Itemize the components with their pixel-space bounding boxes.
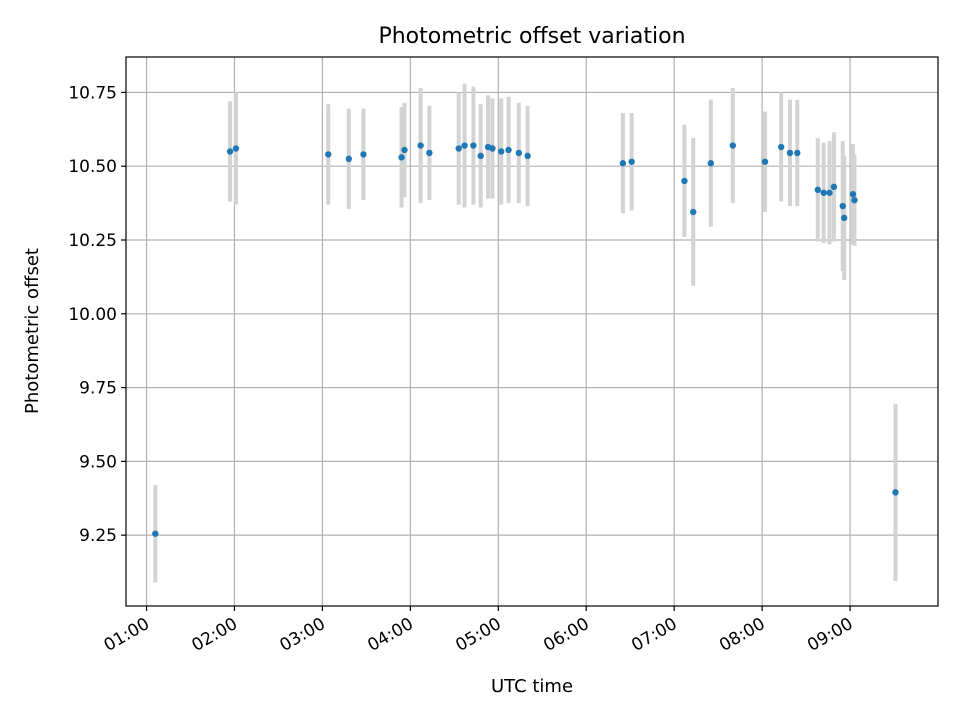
data-point: [498, 148, 505, 155]
data-point: [786, 149, 794, 157]
data-point: [477, 152, 484, 160]
y-tick-label: 10.75: [68, 83, 117, 103]
y-tick-label: 9.25: [79, 526, 117, 546]
data-point: [505, 146, 512, 154]
data-point: [489, 145, 496, 152]
data-point: [849, 191, 857, 198]
data-point: [777, 143, 785, 151]
data-point: [470, 142, 477, 149]
data-point: [840, 214, 848, 222]
data-point: [826, 189, 833, 196]
data-point: [690, 208, 697, 216]
data-point: [226, 148, 234, 155]
data-point: [325, 151, 332, 158]
data-point: [619, 160, 627, 167]
data-point: [398, 154, 405, 161]
data-point: [851, 196, 858, 204]
data-point: [729, 142, 737, 149]
point-layer: [152, 142, 899, 537]
data-point: [524, 152, 531, 160]
data-point: [820, 189, 827, 196]
data-point: [839, 202, 846, 210]
data-point: [345, 155, 352, 163]
grid-layer: [126, 57, 938, 606]
data-point: [515, 149, 523, 157]
data-point: [794, 149, 801, 157]
data-point: [417, 142, 424, 149]
data-point: [461, 142, 468, 149]
plot-frame: [125, 56, 939, 607]
y-tick-label: 9.75: [79, 379, 117, 399]
data-point: [628, 158, 635, 165]
data-point: [761, 158, 769, 165]
y-tick-label: 10.25: [68, 231, 117, 251]
data-point: [455, 145, 462, 152]
y-tick-label: 10.00: [68, 305, 117, 325]
data-point: [360, 151, 367, 158]
data-point: [426, 149, 433, 157]
data-point: [830, 183, 838, 191]
data-point: [892, 489, 899, 496]
y-tick-label: 9.50: [79, 452, 117, 472]
data-point: [707, 160, 715, 167]
chart-title: Photometric offset variation: [378, 24, 685, 49]
data-point: [681, 177, 688, 185]
x-axis-label: UTC time: [491, 676, 573, 697]
data-point: [232, 145, 240, 152]
data-point: [401, 146, 408, 154]
y-tick-label: 10.50: [68, 157, 117, 177]
y-axis-label: Photometric offset: [22, 248, 43, 414]
data-point: [152, 530, 159, 537]
data-point: [814, 186, 822, 194]
